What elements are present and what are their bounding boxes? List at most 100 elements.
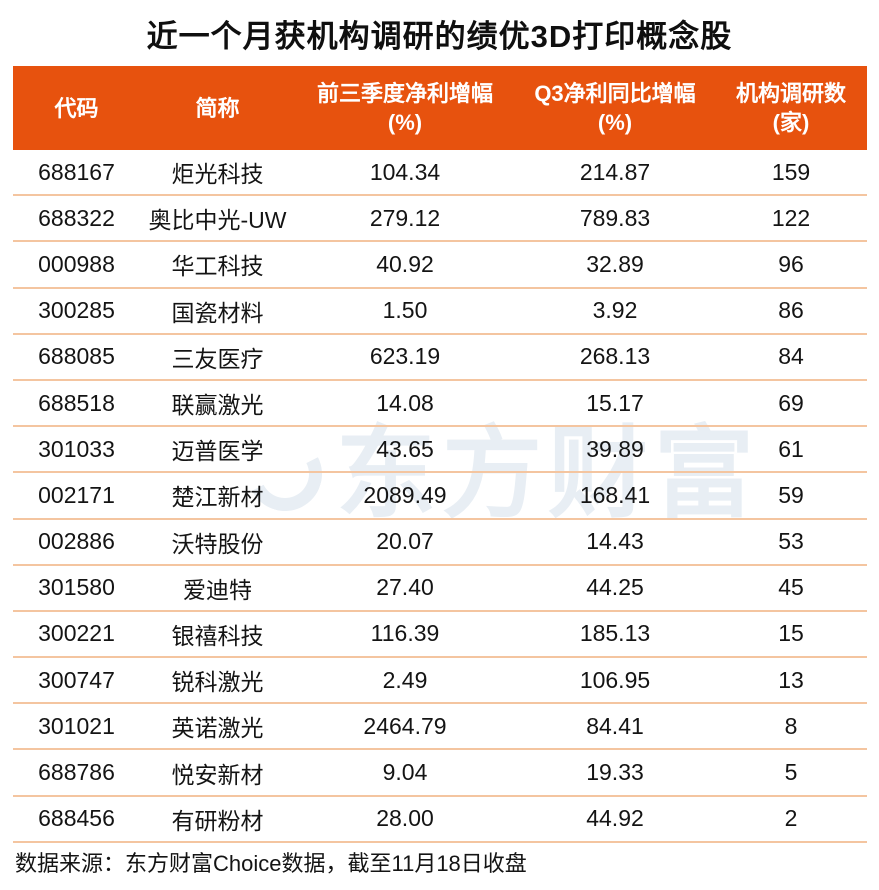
table-cell: 28.00	[376, 805, 434, 832]
table-cell: 2.49	[382, 666, 428, 693]
table-cell: 三友医疗	[171, 345, 264, 372]
table-cell: 106.95	[579, 666, 651, 693]
table-cell: 国瓷材料	[171, 299, 264, 326]
table-cell: 锐科激光	[171, 669, 264, 696]
table-row: 002171 楚江新材 2089.49 168.41 59	[13, 473, 867, 520]
table-cell: 301580	[38, 574, 115, 601]
table-cell: 14.08	[376, 389, 434, 416]
column-header: 前三季度净利增幅 (%)	[316, 81, 493, 135]
table-cell: 44.92	[586, 805, 644, 832]
table-row: 688518 联赢激光 14.08 15.17 69	[13, 381, 867, 428]
table-cell: 000988	[38, 250, 115, 277]
table-cell: 奥比中光-UW	[148, 207, 287, 234]
table-cell: 116.39	[370, 620, 440, 647]
table-cell: 300747	[38, 666, 115, 693]
table-cell: 789.83	[579, 204, 651, 231]
table-row: 688322 奥比中光-UW 279.12 789.83 122	[13, 196, 867, 243]
table-cell: 96	[778, 250, 804, 277]
table-cell: 300285	[38, 297, 115, 324]
table-cell: 45	[778, 574, 804, 601]
table-cell: 13	[778, 666, 804, 693]
table-row: 688786 悦安新材 9.04 19.33 5	[13, 750, 867, 797]
table-cell: 2089.49	[363, 481, 447, 508]
table-cell: 122	[771, 204, 811, 231]
table-cell: 159	[771, 158, 811, 185]
table-cell: 300221	[38, 620, 115, 647]
table-cell: 69	[778, 389, 804, 416]
data-source-note: 数据来源：东方财富Choice数据，截至11月18日收盘	[15, 851, 527, 876]
table-cell: 002886	[38, 528, 115, 555]
table-cell: 39.89	[586, 435, 644, 462]
table-row: 300221 银禧科技 116.39 185.13 15	[13, 612, 867, 659]
table-cell: 9.04	[382, 759, 428, 786]
table-cell: 联赢激光	[171, 392, 264, 419]
column-header: 代码	[54, 95, 99, 121]
table-cell: 2464.79	[363, 712, 447, 739]
table-cell: 688518	[38, 389, 115, 416]
table-cell: 40.92	[376, 250, 434, 277]
table-cell: 53	[778, 528, 804, 555]
column-header: 机构调研数 (家)	[735, 81, 846, 135]
table-cell: 3.92	[592, 297, 638, 324]
table-cell: 8	[784, 712, 798, 739]
table-cell: 5	[784, 759, 798, 786]
table-cell: 14.43	[586, 528, 644, 555]
table-cell: 2	[784, 805, 798, 832]
table-row: 002886 沃特股份 20.07 14.43 53	[13, 520, 867, 566]
table-cell: 268.13	[579, 343, 651, 370]
table-cell: 301021	[38, 712, 115, 739]
page-title: 近一个月获机构调研的绩优3D打印概念股	[146, 19, 733, 54]
table-cell: 84	[778, 343, 804, 370]
table-cell: 59	[778, 481, 804, 508]
table-cell: 43.65	[376, 435, 434, 462]
table-cell: 有研粉材	[171, 807, 264, 834]
table-row: 301021 英诺激光 2464.79 84.41 8	[13, 704, 867, 751]
table-cell: 688786	[38, 759, 115, 786]
column-header: 简称	[195, 95, 240, 121]
table-row: 300747 锐科激光 2.49 106.95 13	[13, 658, 867, 705]
table-cell: 214.87	[579, 158, 651, 185]
table-body: 688167 炬光科技 104.34 214.87 159 688322 奥比中光-UW 27…	[13, 150, 867, 843]
table-cell: 32.89	[586, 250, 644, 277]
table-cell: 44.25	[586, 574, 644, 601]
table-header-row: 代码 简称 前三季度净利增幅 (%) Q3净利同比增幅 (%) 机构调研数 (家)	[13, 66, 867, 150]
table-cell: 27.40	[376, 574, 434, 601]
table-cell: 英诺激光	[171, 715, 264, 742]
column-header: Q3净利同比增幅 (%)	[534, 81, 696, 135]
table-row: 301580 爱迪特 27.40 44.25 45	[13, 566, 867, 612]
table-cell: 炬光科技	[171, 161, 264, 188]
table-row: 000988 华工科技 40.92 32.89 96	[13, 242, 867, 289]
table-cell: 悦安新材	[171, 761, 264, 788]
table-cell: 623.19	[369, 343, 441, 370]
table-cell: 1.50	[382, 297, 428, 324]
table-cell: 002171	[38, 481, 115, 508]
table-row: 300285 国瓷材料 1.50 3.92 86	[13, 289, 867, 335]
table-cell: 688167	[38, 158, 115, 185]
table-cell: 迈普医学	[171, 438, 264, 465]
table-cell: 688085	[38, 343, 115, 370]
table-cell: 301033	[38, 435, 115, 462]
table-cell: 185.13	[579, 620, 651, 647]
table-cell: 15	[778, 620, 804, 647]
table-cell: 华工科技	[171, 253, 264, 280]
table-row: 688167 炬光科技 104.34 214.87 159	[13, 150, 867, 197]
table-cell: 61	[778, 435, 804, 462]
table-cell: 86	[778, 297, 804, 324]
table-cell: 19.33	[586, 759, 644, 786]
table-cell: 168.41	[579, 481, 651, 508]
table-cell: 20.07	[376, 528, 434, 555]
table-row: 688456 有研粉材 28.00 44.92 2	[13, 797, 867, 843]
table-cell: 沃特股份	[171, 530, 264, 557]
table-cell: 688322	[38, 204, 115, 231]
table-cell: 104.34	[369, 158, 441, 185]
table-cell: 84.41	[586, 712, 644, 739]
table-cell: 楚江新材	[171, 484, 264, 511]
table-cell: 15.17	[586, 389, 644, 416]
table-row: 301033 迈普医学 43.65 39.89 61	[13, 427, 867, 474]
table-cell: 279.12	[369, 204, 441, 231]
table-cell: 688456	[38, 805, 115, 832]
table-row: 688085 三友医疗 623.19 268.13 84	[13, 335, 867, 381]
table-cell: 爱迪特	[183, 576, 252, 603]
table-cell: 银禧科技	[171, 622, 264, 649]
stock-table: 代码 简称 前三季度净利增幅 (%) Q3净利同比增幅 (%) 机构调研数 (家) 68816…	[13, 66, 867, 843]
